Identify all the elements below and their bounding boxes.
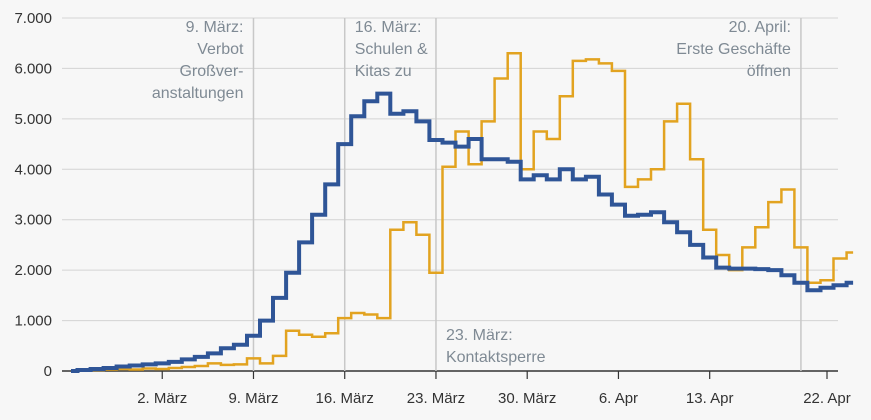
y-tick-label: 2.000 <box>14 262 52 279</box>
series-line-blue <box>71 91 854 373</box>
x-tick-label: 22. Apr <box>803 390 851 407</box>
x-tick-label: 2. März <box>137 390 187 407</box>
y-tick-label: 3.000 <box>14 212 52 229</box>
annotation-line: öffnen <box>747 63 791 80</box>
grid-lines <box>62 17 838 372</box>
event-lines <box>252 18 802 371</box>
y-tick-label: 7.000 <box>14 10 52 27</box>
y-tick-label: 0 <box>44 363 52 380</box>
x-tick-label: 6. Apr <box>599 390 638 407</box>
y-tick-label: 5.000 <box>14 111 52 128</box>
y-tick-label: 1.000 <box>14 313 52 330</box>
y-tick-label: 6.000 <box>14 60 52 77</box>
annotation-line: Kontaktsperre <box>446 349 546 366</box>
x-tick-label: 30. März <box>498 390 556 407</box>
annotation-line: Kitas zu <box>355 63 412 80</box>
x-axis: 2. März 9. März 16. März 23. März 30. März 6.… <box>137 371 851 407</box>
annotation-line: Schulen & <box>355 41 428 58</box>
annotation-line: 16. März: <box>355 19 422 36</box>
y-tick-label: 4.000 <box>14 161 52 178</box>
annotation-line: 20. April: <box>729 19 791 36</box>
event-annotations: 9. März: Verbot Großver-anstaltungen 16. Mä… <box>152 19 791 366</box>
annotation-line: Verbot <box>197 41 244 58</box>
annotation-line: Erste Geschäfte <box>676 41 791 58</box>
x-tick-label: 9. März <box>228 390 278 407</box>
annotation-line: 23. März: <box>446 327 513 344</box>
x-tick-label: 16. März <box>316 390 374 407</box>
annotation-line: 9. März: <box>186 19 244 36</box>
x-tick-label: 23. März <box>407 390 465 407</box>
annotation-line: Großver- <box>179 63 243 80</box>
x-tick-label: 13. Apr <box>686 390 734 407</box>
annotation-line: anstaltungen <box>152 85 244 102</box>
series-lines <box>71 52 854 373</box>
y-axis-labels: 0 1.000 2.000 3.000 4.000 5.000 6.000 7.000 <box>14 10 52 380</box>
series-line-orange <box>71 52 854 373</box>
